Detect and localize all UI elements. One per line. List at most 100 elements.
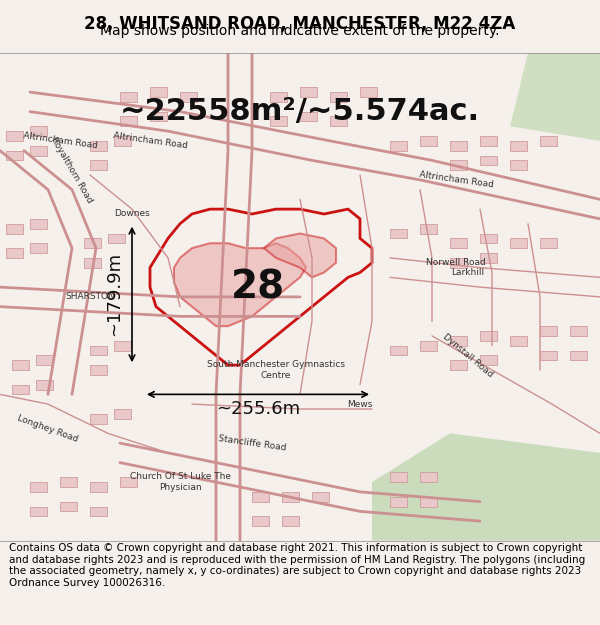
Bar xyxy=(108,234,125,243)
Bar xyxy=(180,92,197,102)
Bar xyxy=(90,365,107,375)
Bar xyxy=(90,482,107,492)
Bar xyxy=(450,141,467,151)
Bar xyxy=(12,360,29,370)
Text: Downes: Downes xyxy=(114,209,150,219)
Bar xyxy=(30,146,47,156)
Bar xyxy=(420,341,437,351)
Bar xyxy=(6,151,23,161)
Bar xyxy=(300,112,317,121)
Text: Larkhill: Larkhill xyxy=(451,268,485,277)
Bar xyxy=(36,356,53,365)
Bar xyxy=(150,112,167,121)
Bar xyxy=(312,492,329,502)
Bar xyxy=(120,92,137,102)
Bar xyxy=(420,224,437,234)
Text: Norwell Road: Norwell Road xyxy=(426,258,486,268)
Text: South Manchester Gymnastics
Centre: South Manchester Gymnastics Centre xyxy=(207,360,345,380)
Text: ~255.6m: ~255.6m xyxy=(216,400,300,418)
Polygon shape xyxy=(174,243,306,326)
Bar xyxy=(6,131,23,141)
Bar xyxy=(420,472,437,482)
Bar xyxy=(270,92,287,102)
Bar xyxy=(90,141,107,151)
Polygon shape xyxy=(264,234,336,278)
Bar xyxy=(420,497,437,506)
Bar xyxy=(390,141,407,151)
Bar xyxy=(84,258,101,268)
Bar xyxy=(30,506,47,516)
Text: Longhey Road: Longhey Road xyxy=(16,413,80,444)
Bar xyxy=(510,161,527,170)
Bar xyxy=(60,478,77,487)
Bar xyxy=(570,326,587,336)
Bar xyxy=(282,492,299,502)
Polygon shape xyxy=(372,433,600,541)
Bar xyxy=(480,331,497,341)
Bar xyxy=(480,156,497,165)
Bar xyxy=(540,351,557,360)
Bar xyxy=(12,384,29,394)
Bar xyxy=(300,88,317,97)
Bar xyxy=(30,243,47,253)
Bar xyxy=(90,506,107,516)
Bar xyxy=(450,238,467,248)
Text: SHARSTON: SHARSTON xyxy=(65,292,115,301)
Bar xyxy=(252,516,269,526)
Text: Altrincham Road: Altrincham Road xyxy=(112,131,188,151)
Text: Altrincham Road: Altrincham Road xyxy=(22,131,98,151)
Text: Mews: Mews xyxy=(347,399,373,409)
Text: Church Of St Luke The
Physician: Church Of St Luke The Physician xyxy=(130,472,230,492)
Bar xyxy=(252,492,269,502)
Bar xyxy=(390,472,407,482)
Bar xyxy=(480,234,497,243)
Text: ~22558m²/~5.574ac.: ~22558m²/~5.574ac. xyxy=(120,97,480,126)
Text: Map shows position and indicative extent of the property.: Map shows position and indicative extent… xyxy=(100,24,500,38)
Bar xyxy=(90,346,107,356)
Bar xyxy=(30,126,47,136)
Bar xyxy=(114,341,131,351)
Bar xyxy=(30,219,47,229)
Text: 28: 28 xyxy=(231,268,285,306)
Bar xyxy=(570,351,587,360)
Bar xyxy=(60,502,77,511)
Bar xyxy=(510,238,527,248)
Bar xyxy=(282,516,299,526)
Bar xyxy=(120,116,137,126)
Bar xyxy=(450,336,467,346)
Bar xyxy=(114,409,131,419)
Bar xyxy=(480,136,497,146)
Bar xyxy=(120,478,137,487)
Bar xyxy=(270,116,287,126)
Bar xyxy=(450,161,467,170)
Bar xyxy=(390,229,407,238)
Bar xyxy=(6,248,23,258)
Polygon shape xyxy=(510,53,600,141)
Bar xyxy=(450,360,467,370)
Bar xyxy=(480,356,497,365)
Text: Altrincham Road: Altrincham Road xyxy=(418,170,494,189)
Text: Stancliffe Road: Stancliffe Road xyxy=(217,434,287,452)
Bar xyxy=(36,380,53,389)
Bar xyxy=(390,497,407,506)
Text: Royalthorn Road: Royalthorn Road xyxy=(49,136,95,205)
Bar xyxy=(540,136,557,146)
Bar xyxy=(84,238,101,248)
Bar xyxy=(6,224,23,234)
Bar xyxy=(150,88,167,97)
Bar xyxy=(330,92,347,102)
Text: Dynstall Road: Dynstall Road xyxy=(441,332,495,379)
Bar xyxy=(450,258,467,268)
Bar xyxy=(330,116,347,126)
Bar xyxy=(540,238,557,248)
Bar xyxy=(480,253,497,262)
Bar xyxy=(360,88,377,97)
Bar xyxy=(114,136,131,146)
Bar xyxy=(30,482,47,492)
Bar xyxy=(90,161,107,170)
Bar xyxy=(510,336,527,346)
Bar xyxy=(540,326,557,336)
Text: 28, WHITSAND ROAD, MANCHESTER, M22 4ZA: 28, WHITSAND ROAD, MANCHESTER, M22 4ZA xyxy=(85,15,515,33)
Text: ~179.9m: ~179.9m xyxy=(105,253,123,336)
Text: Contains OS data © Crown copyright and database right 2021. This information is : Contains OS data © Crown copyright and d… xyxy=(9,543,585,588)
